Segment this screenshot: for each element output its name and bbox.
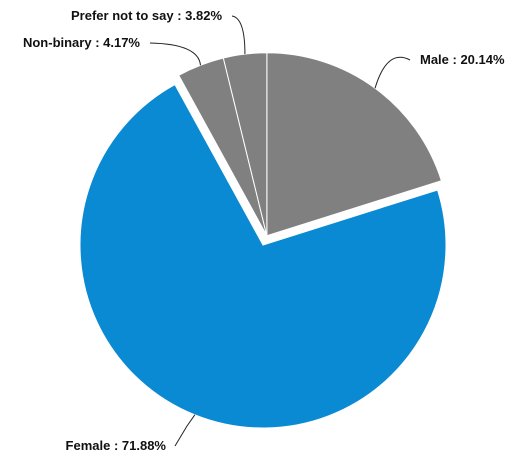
leader-line-prefer-not-to-say	[231, 15, 246, 55]
slice-label-non-binary: Non-binary : 4.17%	[23, 35, 140, 50]
pie-slice-male	[266, 52, 442, 237]
slices-layer	[79, 52, 447, 429]
slice-label-female: Female : 71.88%	[66, 438, 167, 453]
slice-label-male: Male : 20.14%	[420, 52, 505, 67]
leader-line-male	[374, 56, 411, 89]
leader-line-female	[174, 414, 196, 447]
leader-lines-layer	[149, 15, 411, 447]
labels-layer: Male : 20.14% Female : 71.88% Non-binary :…	[23, 8, 505, 453]
slice-label-prefer-not-to-say: Prefer not to say : 3.82%	[71, 8, 222, 23]
leader-line-non-binary	[149, 42, 201, 66]
